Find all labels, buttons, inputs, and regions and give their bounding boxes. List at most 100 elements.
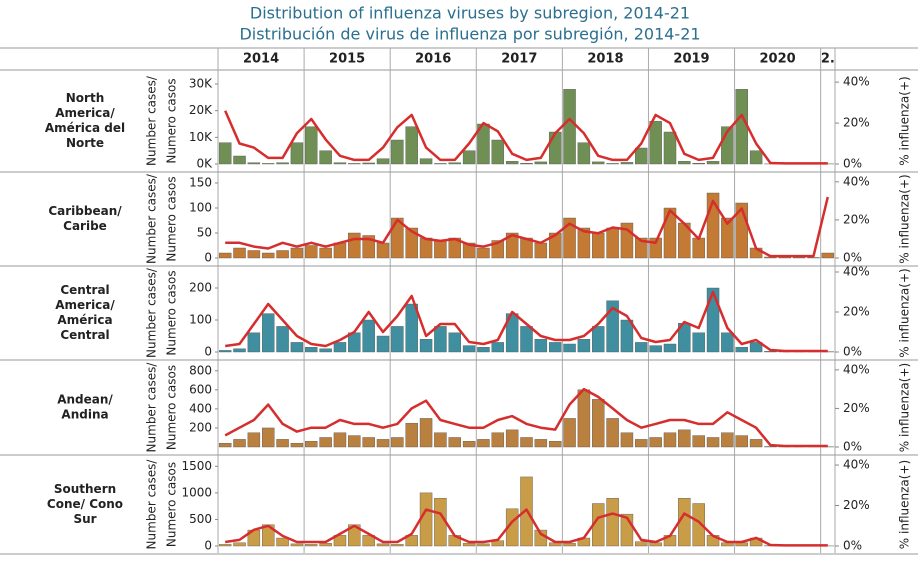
bar xyxy=(607,228,619,258)
bar xyxy=(248,163,260,164)
bar xyxy=(449,163,461,164)
y2-tick-label: 20% xyxy=(843,498,870,512)
bar xyxy=(736,436,748,447)
y2-axis-label: % influenza(+) xyxy=(898,268,912,357)
bar xyxy=(434,326,446,352)
bar xyxy=(277,439,289,447)
bar xyxy=(736,347,748,352)
region-label: Norte xyxy=(66,136,104,150)
bar xyxy=(807,258,819,259)
y-axis-label: Number cases/ xyxy=(145,362,159,453)
region-label: America/ xyxy=(55,106,115,120)
bar xyxy=(592,326,604,352)
y2-axis-label: % influenza(+) xyxy=(898,460,912,549)
bar xyxy=(564,89,576,164)
bar xyxy=(822,253,834,258)
y2-tick-label: 0% xyxy=(843,157,862,171)
bar xyxy=(406,127,418,164)
bar xyxy=(320,349,332,352)
bar xyxy=(535,339,547,352)
bar xyxy=(420,159,432,164)
bar xyxy=(635,542,647,546)
bar xyxy=(607,163,619,164)
bar xyxy=(693,333,705,352)
bar xyxy=(291,544,303,546)
bar xyxy=(377,439,389,447)
chart-title: Distribution of influenza viruses by sub… xyxy=(250,4,690,23)
bar xyxy=(693,238,705,258)
bar xyxy=(578,143,590,164)
bar xyxy=(377,243,389,258)
bar xyxy=(219,143,231,164)
bar xyxy=(262,163,274,164)
bar xyxy=(377,159,389,164)
bar xyxy=(363,320,375,352)
bar xyxy=(477,248,489,258)
bar xyxy=(305,127,317,164)
y-tick-label: 20K xyxy=(189,103,213,117)
bar xyxy=(219,350,231,352)
bar xyxy=(664,132,676,164)
y-axis-label: Numero casos xyxy=(165,270,179,355)
bar xyxy=(578,339,590,352)
y-tick-label: 0K xyxy=(196,157,213,171)
year-label: 2. xyxy=(821,52,835,67)
bar xyxy=(520,326,532,352)
bar xyxy=(707,288,719,352)
bar xyxy=(363,437,375,447)
y2-axis-label: % influenza(+) xyxy=(898,76,912,165)
bar xyxy=(406,423,418,447)
bar xyxy=(248,251,260,259)
y-tick-label: 100 xyxy=(189,313,212,327)
y-tick-label: 0 xyxy=(204,345,212,359)
y2-tick-label: 0% xyxy=(843,440,862,454)
bar xyxy=(520,163,532,164)
bar xyxy=(434,241,446,259)
bar xyxy=(750,151,762,164)
bar xyxy=(420,418,432,447)
bar xyxy=(291,342,303,352)
y-axis-label: Numero casos xyxy=(165,176,179,261)
year-label: 2016 xyxy=(415,52,451,67)
bar xyxy=(707,437,719,447)
y2-tick-label: 20% xyxy=(843,305,870,319)
bar xyxy=(334,243,346,258)
bar xyxy=(233,349,245,352)
bar xyxy=(305,441,317,447)
bar xyxy=(635,148,647,164)
y-axis-label: Numero casos xyxy=(165,462,179,547)
bar xyxy=(463,441,475,447)
bar xyxy=(678,161,690,164)
bar xyxy=(348,436,360,447)
y2-tick-label: 40% xyxy=(843,362,870,376)
bar xyxy=(492,140,504,164)
bar xyxy=(449,333,461,352)
bar xyxy=(477,347,489,352)
bar xyxy=(678,430,690,447)
bar xyxy=(549,441,561,447)
bar xyxy=(320,151,332,164)
bar xyxy=(248,433,260,447)
y-tick-label: 600 xyxy=(189,382,212,396)
year-label: 2017 xyxy=(501,52,537,67)
bar xyxy=(707,161,719,164)
bar xyxy=(650,437,662,447)
y-tick-label: 200 xyxy=(189,281,212,295)
bar xyxy=(477,544,489,546)
region-label: Caribe xyxy=(63,219,107,233)
bar xyxy=(721,543,733,546)
region-label: North xyxy=(66,91,104,105)
y-tick-label: 100 xyxy=(189,201,212,215)
region-label: Central xyxy=(60,283,109,297)
bar xyxy=(693,163,705,164)
bar xyxy=(420,493,432,546)
y-tick-label: 30K xyxy=(189,77,213,91)
bar xyxy=(233,248,245,258)
bar xyxy=(233,156,245,164)
bar xyxy=(320,543,332,546)
bar xyxy=(291,443,303,447)
year-label: 2015 xyxy=(329,52,365,67)
bar xyxy=(520,437,532,447)
y2-tick-label: 20% xyxy=(843,212,870,226)
y-tick-label: 50 xyxy=(197,226,212,240)
